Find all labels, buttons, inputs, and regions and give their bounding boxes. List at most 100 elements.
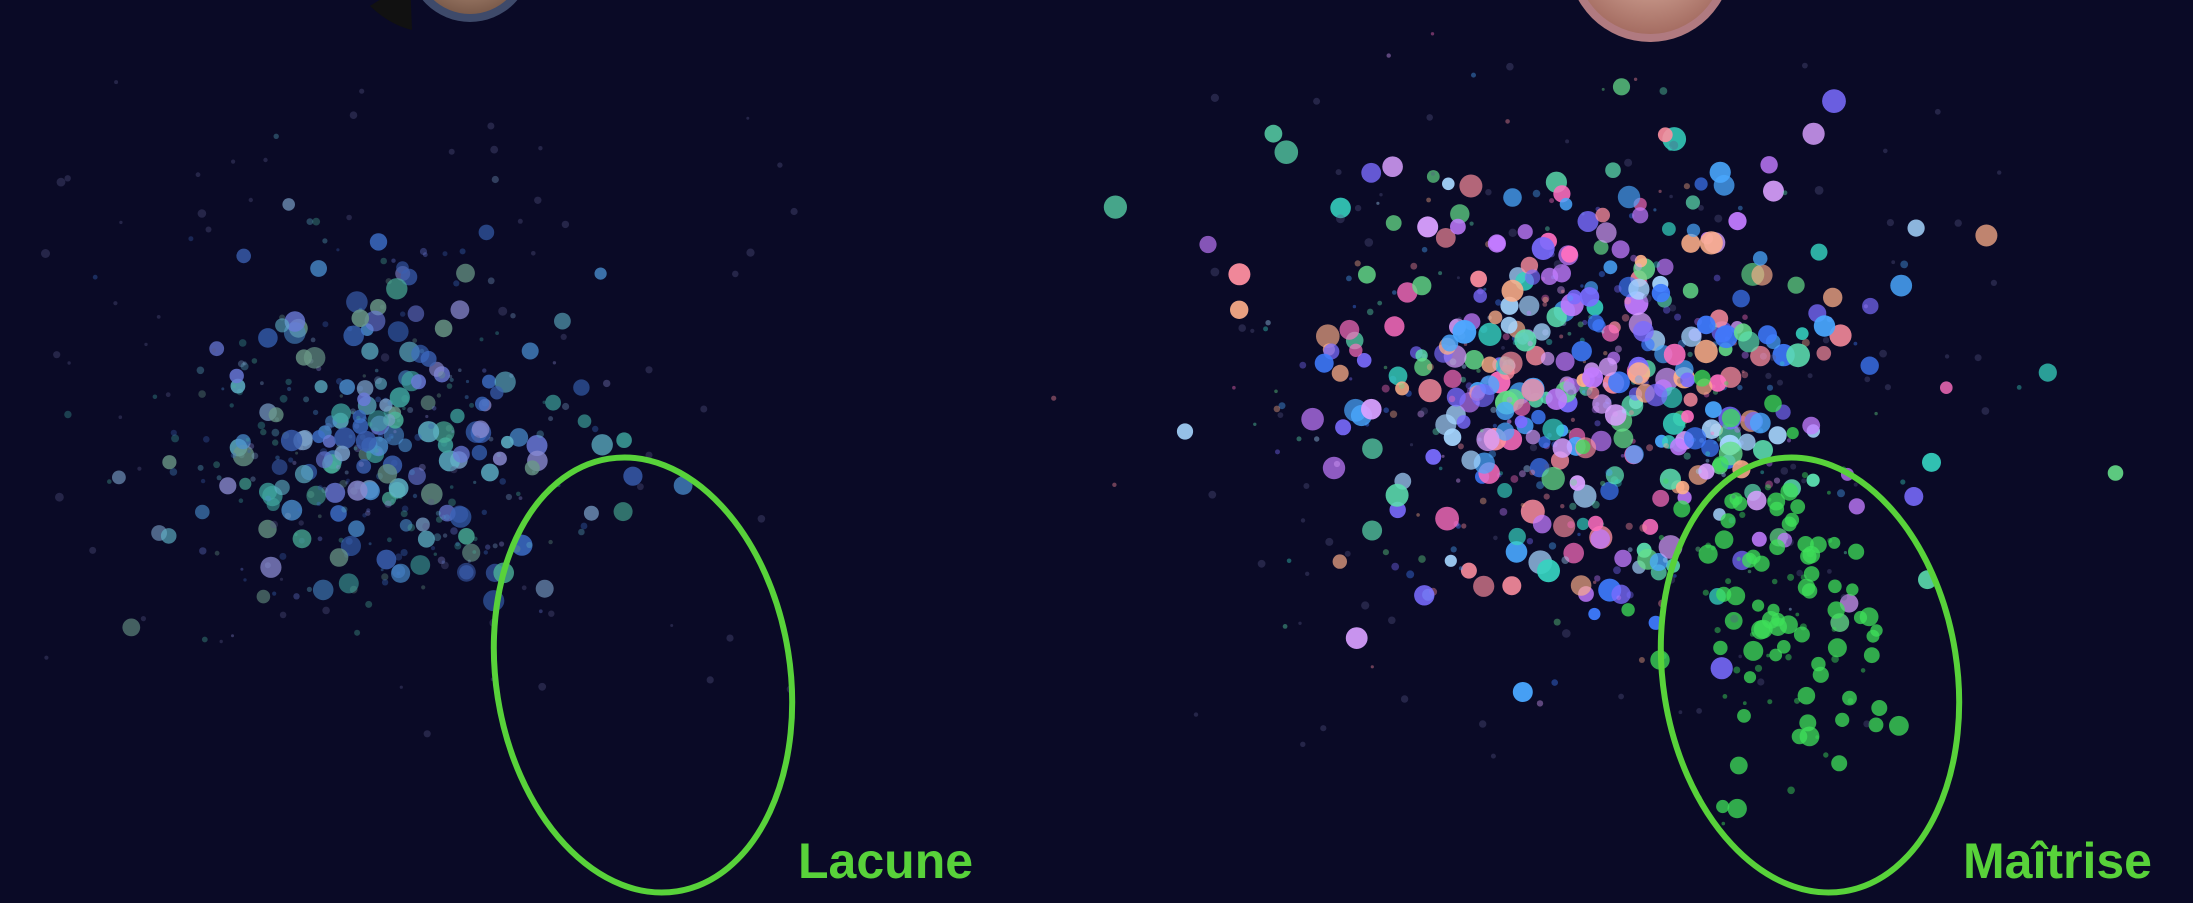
data-point: [538, 682, 547, 691]
data-point: [538, 146, 543, 151]
data-point: [1777, 640, 1791, 654]
data-point: [645, 451, 653, 459]
data-point: [293, 593, 300, 600]
data-point: [421, 585, 426, 590]
data-point: [1710, 431, 1715, 436]
data-point: [1549, 198, 1555, 204]
data-point: [1767, 603, 1780, 617]
data-point: [303, 396, 310, 403]
data-point: [448, 148, 455, 155]
data-point: [295, 349, 312, 366]
data-point: [1471, 72, 1476, 78]
data-point: [1345, 627, 1368, 649]
data-point: [211, 348, 216, 353]
data-point: [1652, 489, 1670, 507]
data-point: [1479, 497, 1487, 505]
data-point: [408, 469, 415, 476]
data-point: [1769, 354, 1777, 361]
data-point: [1934, 108, 1941, 115]
data-point: [1426, 197, 1431, 203]
data-point: [412, 493, 418, 499]
data-point: [418, 463, 426, 471]
data-point: [1456, 276, 1460, 280]
data-point: [1741, 371, 1749, 379]
data-point: [499, 478, 507, 485]
data-point: [1379, 193, 1383, 197]
data-point: [1802, 62, 1808, 69]
data-point: [1414, 585, 1435, 606]
data-point: [1643, 294, 1652, 303]
data-point: [1051, 395, 1057, 401]
data-point: [1382, 549, 1389, 556]
data-point: [1611, 584, 1631, 604]
data-point: [548, 610, 555, 617]
data-point: [314, 380, 328, 394]
data-point: [1525, 429, 1541, 445]
data-point: [1561, 289, 1565, 294]
data-point: [312, 579, 334, 601]
data-point: [344, 470, 349, 475]
data-point: [1370, 665, 1374, 669]
data-point: [1600, 481, 1619, 501]
data-point: [388, 433, 394, 439]
data-point: [561, 220, 570, 229]
data-point: [67, 361, 71, 365]
data-point: [1529, 469, 1536, 476]
data-point: [221, 387, 225, 391]
data-point: [1621, 314, 1630, 322]
data-point: [1537, 559, 1560, 583]
data-point: [1322, 456, 1346, 480]
data-point: [1870, 624, 1883, 637]
data-point: [219, 477, 237, 495]
data-point: [339, 394, 343, 398]
data-point: [1889, 715, 1909, 736]
data-point: [473, 480, 477, 484]
data-point: [292, 529, 312, 549]
data-point: [1579, 287, 1600, 307]
data-point: [1954, 219, 1962, 227]
data-point: [1490, 406, 1497, 413]
data-point: [1801, 583, 1818, 599]
data-point: [1354, 204, 1362, 212]
data-point: [1742, 552, 1757, 568]
data-point: [1335, 169, 1342, 176]
data-point: [379, 398, 393, 412]
data-point: [1464, 350, 1484, 370]
data-point: [1435, 506, 1459, 531]
data-point: [1693, 369, 1711, 387]
data-point: [474, 435, 481, 442]
data-point: [1801, 338, 1810, 347]
data-point: [1860, 668, 1866, 673]
data-point: [435, 510, 441, 516]
data-point: [1230, 300, 1249, 319]
data-point: [1767, 699, 1773, 705]
data-point: [1605, 468, 1613, 477]
data-point: [361, 342, 379, 360]
data-point: [1990, 279, 1997, 286]
data-point: [418, 421, 440, 443]
data-point: [483, 550, 488, 555]
data-point: [536, 430, 544, 439]
data-point: [1658, 534, 1664, 541]
data-point: [231, 159, 236, 164]
data-point: [391, 563, 411, 583]
data-point: [478, 224, 495, 241]
data-point: [380, 353, 390, 362]
data-point: [423, 730, 431, 738]
data-point: [498, 306, 508, 316]
data-point: [1398, 382, 1405, 389]
data-point: [1739, 511, 1746, 518]
data-point: [1199, 235, 1217, 254]
data-point: [340, 535, 361, 557]
data-point: [1542, 418, 1565, 441]
data-point: [583, 505, 599, 521]
data-point: [1843, 551, 1847, 555]
data-point: [1663, 343, 1686, 366]
data-point: [1521, 378, 1545, 402]
data-point: [1587, 314, 1605, 331]
data-point: [349, 111, 358, 119]
data-point: [411, 344, 430, 363]
data-point: [107, 479, 112, 484]
data-point: [1499, 471, 1503, 476]
data-point: [1565, 139, 1570, 144]
